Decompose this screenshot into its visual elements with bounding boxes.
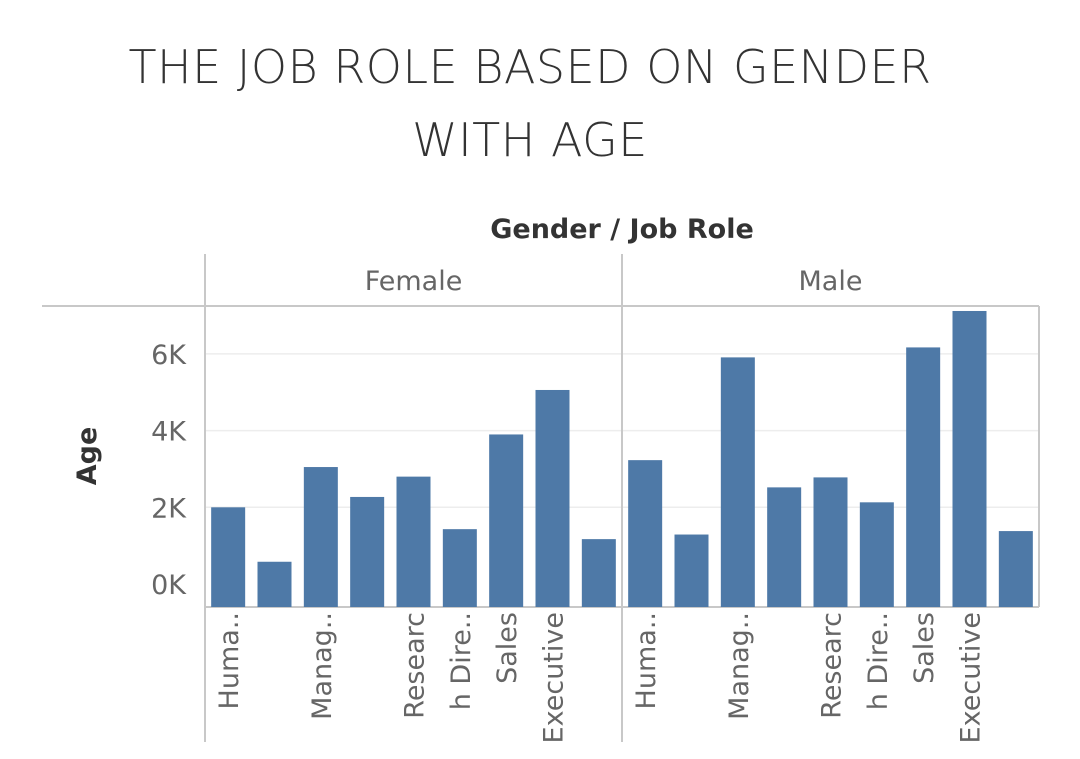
chart-title-line-1: THE JOB ROLE BASED ON GENDER: [128, 40, 932, 94]
bar: [952, 310, 987, 607]
chart-frame: [42, 254, 1040, 742]
bar: [998, 531, 1033, 607]
chart-title-line-2: WITH AGE: [412, 113, 648, 167]
bar: [535, 389, 570, 607]
x-tick-label: h Dire..: [446, 612, 477, 710]
panel-headers: Female Male: [365, 266, 863, 297]
bar: [350, 496, 385, 607]
column-header: Gender / Job Role: [490, 214, 754, 245]
x-tick-labels: Huma.. Manag.. Researc h Dire.. Sales Executi…: [214, 612, 986, 743]
x-tick-label: Manag..: [724, 612, 755, 720]
y-tick-label: 0K: [151, 570, 187, 601]
x-tick-label: Sales: [909, 612, 940, 684]
bar: [211, 507, 246, 607]
x-tick-label: Huma..: [214, 612, 245, 709]
bar: [581, 539, 616, 607]
x-tick-label: Manag..: [307, 612, 338, 720]
x-tick-label: Executive: [956, 612, 987, 743]
bar: [859, 502, 894, 607]
y-axis-label: Age: [72, 427, 103, 486]
bar: [303, 467, 338, 607]
bar: [813, 477, 848, 607]
x-tick-label: Researc: [400, 612, 431, 719]
bar: [906, 347, 941, 607]
x-tick-label: Sales: [492, 612, 523, 684]
y-tick-labels: 0K 2K 4K 6K: [151, 340, 187, 601]
y-tick-label: 4K: [151, 417, 187, 448]
bar: [720, 357, 755, 607]
x-tick-label: h Dire..: [863, 612, 894, 710]
bar: [767, 487, 802, 607]
x-tick-label: Researc: [817, 612, 848, 719]
x-tick-label: Executive: [539, 612, 570, 743]
bars: [211, 310, 1033, 607]
panel-header-female: Female: [365, 266, 463, 297]
y-tick-label: 6K: [151, 340, 187, 371]
bar: [257, 561, 292, 607]
bar: [674, 534, 709, 607]
bar: [628, 460, 663, 607]
bar: [396, 476, 431, 607]
bar: [442, 529, 477, 607]
x-tick-label: Huma..: [631, 612, 662, 709]
panel-header-male: Male: [799, 266, 863, 297]
y-tick-label: 2K: [151, 493, 187, 524]
bar: [489, 434, 524, 607]
